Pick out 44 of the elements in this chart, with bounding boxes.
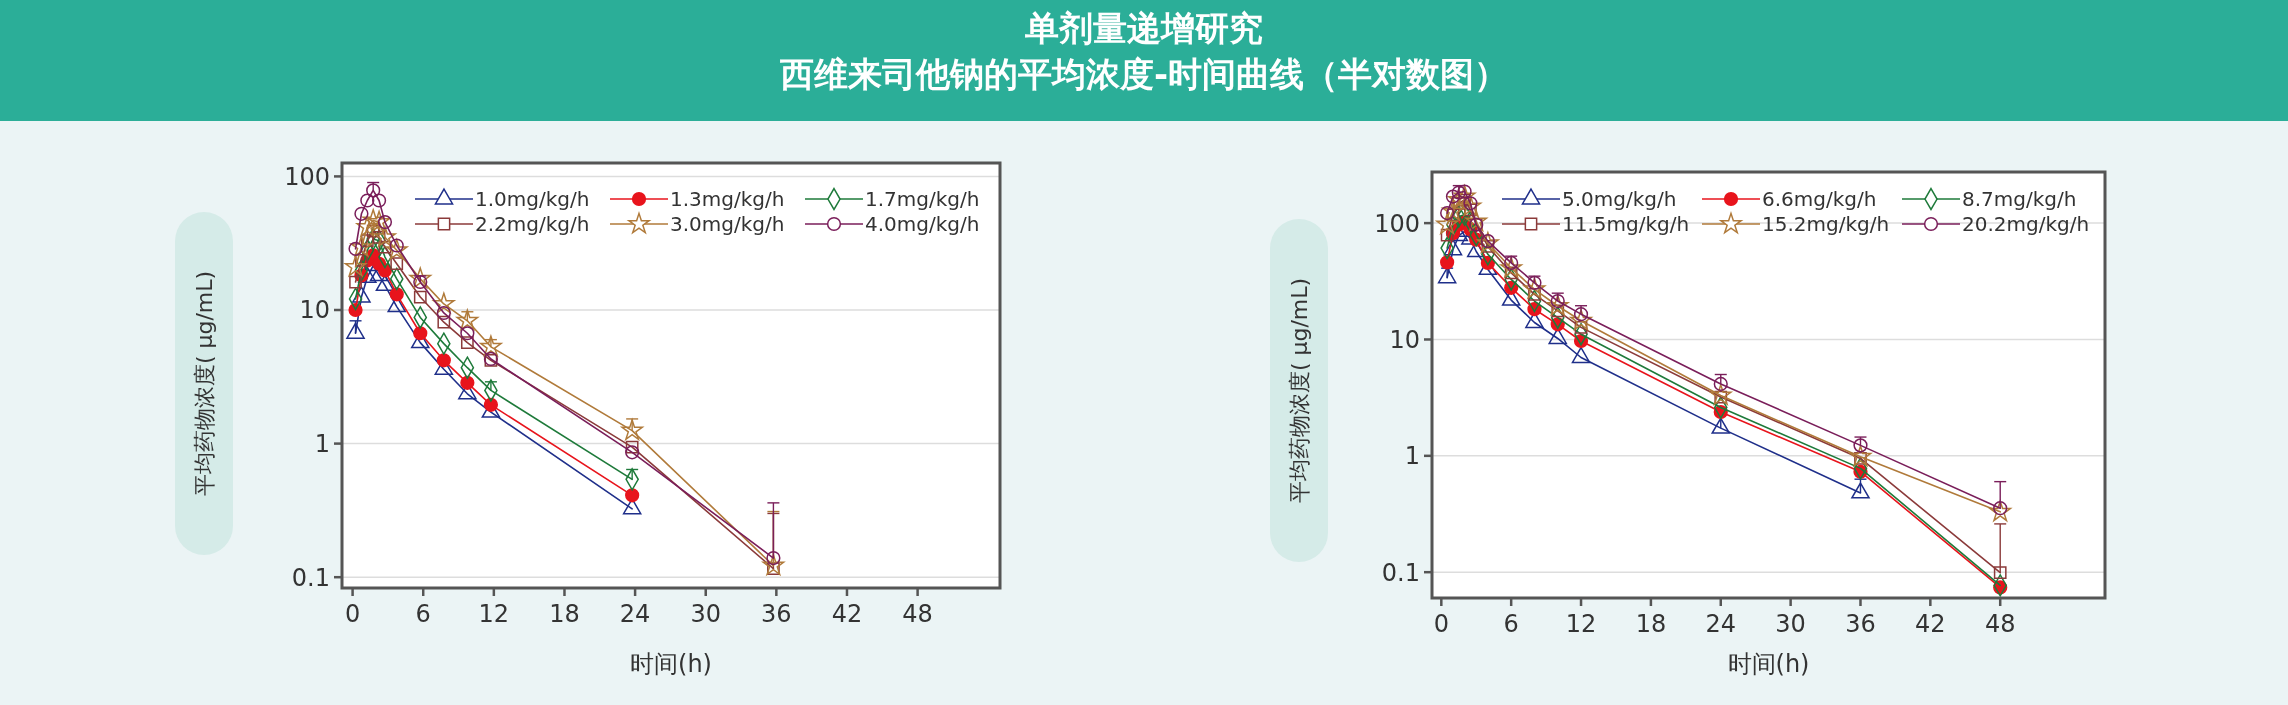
- x-tick-label: 36: [761, 600, 792, 628]
- y-tick-label: 0.1: [1381, 558, 1420, 587]
- legend-label: 1.7mg/kg/h: [865, 187, 980, 211]
- x-tick-label: 30: [1775, 610, 1806, 638]
- y-axis-title: 平均药物浓度( μg/mL): [1287, 277, 1312, 504]
- x-tick-label: 18: [549, 600, 580, 628]
- x-tick-label: 0: [344, 600, 361, 628]
- x-tick-label: 48: [1984, 610, 2016, 638]
- legend-label: 3.0mg/kg/h: [670, 212, 785, 236]
- y-tick-label: 0.1: [291, 563, 330, 592]
- y-tick-label: 10: [299, 296, 330, 325]
- y-tick-label: 100: [284, 162, 330, 191]
- x-tick-label: 24: [619, 600, 651, 628]
- x-tick-label: 48: [902, 600, 933, 628]
- x-tick-label: 30: [690, 600, 721, 628]
- x-tick-label: 18: [1635, 610, 1667, 638]
- legend-label: 20.2mg/kg/h: [1962, 212, 2090, 236]
- legend-label: 1.3mg/kg/h: [670, 187, 785, 211]
- x-axis-title: 时间(h): [630, 650, 712, 678]
- legend-label: 6.6mg/kg/h: [1762, 187, 1877, 211]
- x-tick-label: 12: [478, 600, 510, 628]
- legend-label: 11.5mg/kg/h: [1562, 212, 1690, 236]
- text: 单剂量递增研究: [1024, 8, 1263, 48]
- y-tick-label: 100: [1374, 209, 1420, 238]
- x-tick-label: 6: [1503, 610, 1519, 638]
- x-tick-label: 0: [1433, 610, 1449, 638]
- x-tick-label: 6: [415, 600, 431, 628]
- y-tick-label: 1: [1404, 442, 1420, 471]
- y-tick-label: 1: [314, 430, 330, 458]
- y-tick-label: 10: [1389, 325, 1420, 354]
- y-axis-title: 平均药物浓度( μg/mL): [192, 270, 217, 497]
- legend-label: 4.0mg/kg/h: [865, 212, 980, 236]
- legend-label: 1.0mg/kg/h: [475, 187, 590, 211]
- x-tick-label: 12: [1565, 610, 1597, 638]
- legend-label: 8.7mg/kg/h: [1962, 187, 2077, 211]
- x-tick-label: 42: [1915, 610, 1946, 638]
- legend-label: 2.2mg/kg/h: [475, 212, 590, 236]
- legend-label: 5.0mg/kg/h: [1562, 187, 1677, 211]
- x-tick-label: 36: [1845, 610, 1876, 638]
- x-axis-title: 时间(h): [1727, 650, 1810, 678]
- x-tick-label: 42: [831, 600, 863, 628]
- legend-label: 15.2mg/kg/h: [1762, 212, 1890, 236]
- text: 西维来司他钠的平均浓度-时间曲线（半对数图）: [778, 54, 1509, 94]
- x-tick-label: 24: [1705, 610, 1737, 638]
